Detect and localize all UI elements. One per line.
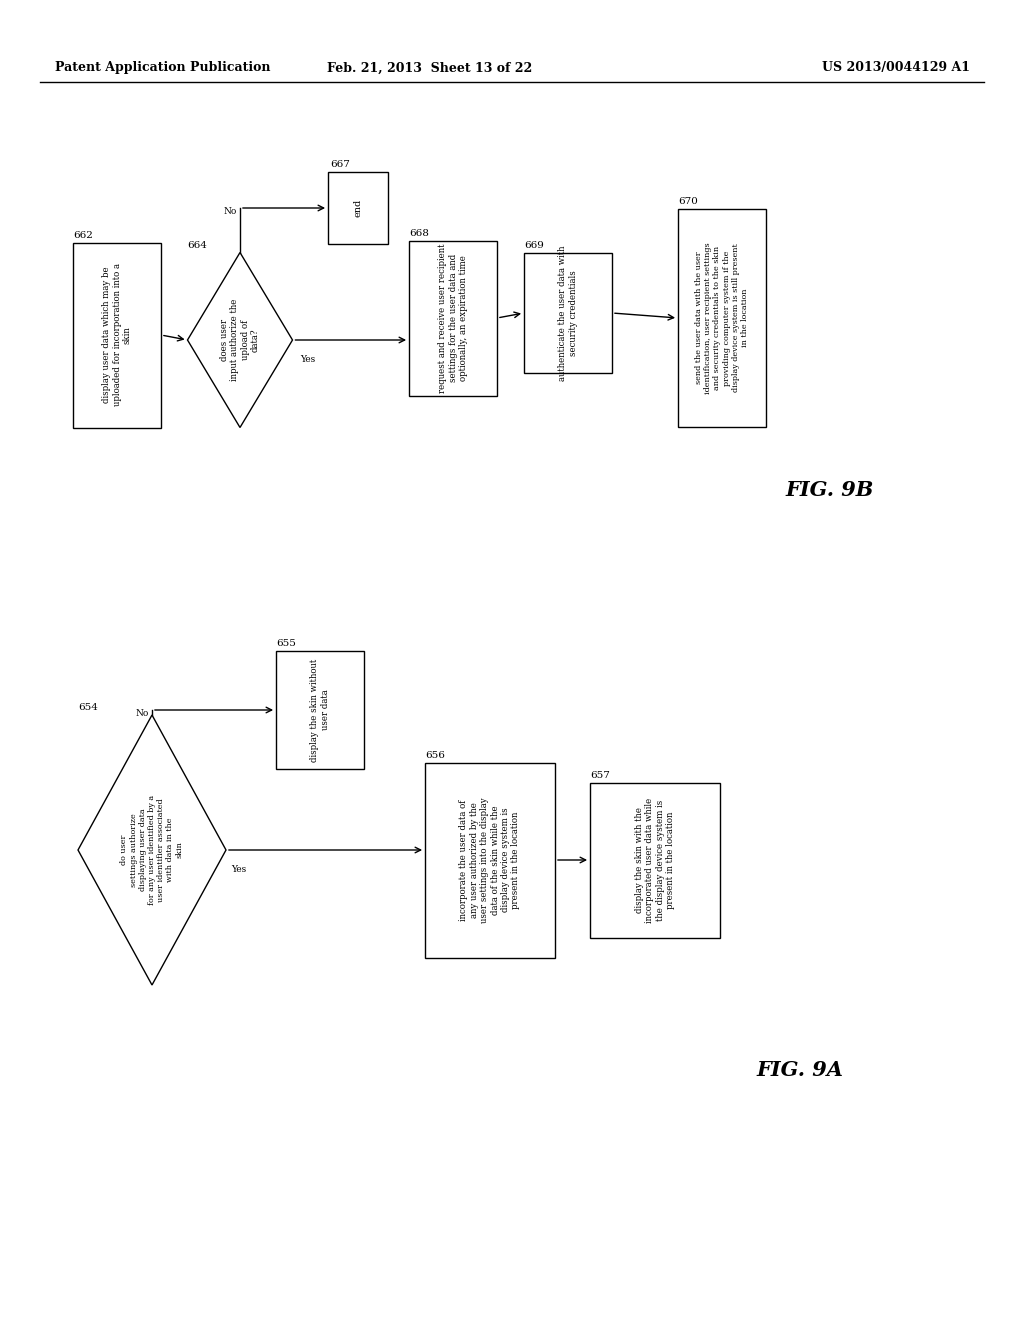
Text: 670: 670 [678, 197, 698, 206]
Text: incorporate the user data of
any user authorized by the
user settings into the d: incorporate the user data of any user au… [460, 797, 520, 923]
Bar [524, 253, 612, 374]
Text: Feb. 21, 2013  Sheet 13 of 22: Feb. 21, 2013 Sheet 13 of 22 [328, 62, 532, 74]
Text: do user
settings authorize
displaying user data
for any user identified by a
use: do user settings authorize displaying us… [121, 795, 183, 906]
Text: 662: 662 [73, 231, 93, 239]
Text: 655: 655 [276, 639, 296, 648]
Text: send the user data with the user
identification, user recipient settings
and sec: send the user data with the user identif… [695, 242, 749, 393]
Text: does user
input authorize the
upload of
data?: does user input authorize the upload of … [220, 298, 260, 381]
Text: display user data which may be
uploaded for incorporation into a
skin: display user data which may be uploaded … [102, 264, 132, 407]
Text: 667: 667 [330, 160, 350, 169]
Bar [590, 783, 720, 937]
Text: 654: 654 [78, 704, 98, 711]
Text: display the skin with the
incorporated user data while
the display device system: display the skin with the incorporated u… [635, 797, 675, 923]
Text: authenticate the user data with
security credentials: authenticate the user data with security… [558, 246, 578, 380]
Text: US 2013/0044129 A1: US 2013/0044129 A1 [822, 62, 970, 74]
Text: No: No [223, 207, 237, 216]
Text: 669: 669 [524, 242, 544, 249]
Bar [409, 240, 497, 396]
Text: Yes: Yes [300, 355, 315, 364]
Bar [73, 243, 161, 428]
Bar [678, 209, 766, 426]
Bar [276, 651, 364, 770]
Text: FIG. 9B: FIG. 9B [785, 480, 874, 500]
Text: 657: 657 [590, 771, 610, 780]
Text: 656: 656 [425, 751, 444, 759]
Text: 668: 668 [409, 228, 429, 238]
Text: No: No [135, 709, 150, 718]
Text: end: end [353, 199, 362, 216]
Text: request and receive user recipient
settings for the user data and
optionally, an: request and receive user recipient setti… [438, 243, 468, 393]
Bar [425, 763, 555, 957]
Polygon shape [187, 252, 293, 428]
Polygon shape [78, 715, 226, 985]
Text: Yes: Yes [231, 865, 246, 874]
Text: Patent Application Publication: Patent Application Publication [55, 62, 270, 74]
Text: 664: 664 [187, 240, 208, 249]
Text: FIG. 9A: FIG. 9A [757, 1060, 844, 1080]
Bar [328, 172, 388, 244]
Text: display the skin without
user data: display the skin without user data [310, 659, 330, 762]
